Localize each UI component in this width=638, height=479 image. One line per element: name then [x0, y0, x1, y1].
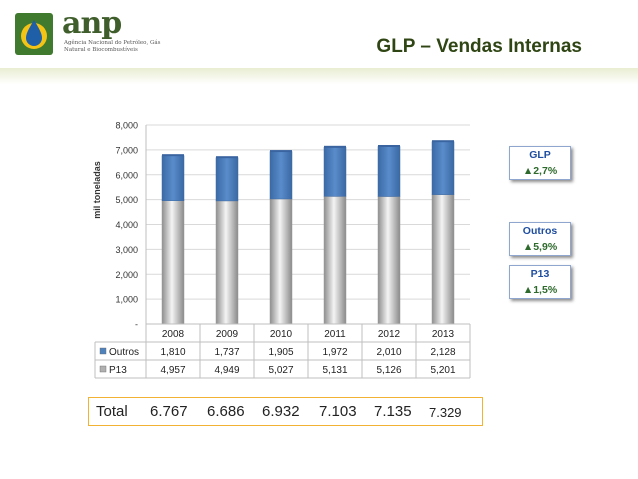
bar-segment-p13 — [215, 200, 239, 325]
y-tick-label: 5,000 — [115, 195, 138, 205]
y-tick-label: 1,000 — [115, 295, 138, 305]
data-label: 1,905 — [268, 347, 293, 358]
bar-segment-outros — [431, 141, 455, 195]
bar-top-cap — [324, 145, 346, 148]
x-category-label: 2010 — [270, 329, 293, 340]
x-category-label: 2012 — [378, 329, 401, 340]
data-label: 1,972 — [322, 347, 347, 358]
page-title: GLP – Vendas Internas — [376, 36, 582, 57]
x-category-label: 2013 — [432, 329, 455, 340]
bar-top-cap — [270, 150, 292, 153]
total-value: 7.103 — [319, 403, 357, 420]
y-tick-label: 6,000 — [115, 170, 138, 180]
badge-outros-value: ▲5,9% — [522, 241, 558, 253]
bar-segment-outros — [215, 157, 239, 202]
bar-segment-p13 — [431, 194, 455, 325]
x-category-label: 2008 — [162, 329, 185, 340]
legend-label-p13: P13 — [109, 365, 127, 376]
logo-wordmark: anp — [62, 6, 122, 41]
y-tick-label: - — [135, 320, 138, 330]
totals-label: Total — [96, 403, 128, 420]
bar-segment-outros — [323, 147, 347, 197]
y-tick-label: 3,000 — [115, 245, 138, 255]
totals-row: Total 6.767 6.686 6.932 7.103 7.135 7.32… — [88, 397, 483, 426]
data-label: 5,131 — [322, 365, 347, 376]
y-tick-label: 8,000 — [115, 121, 138, 131]
data-label: 2,010 — [376, 347, 401, 358]
badge-outros-title: Outros — [522, 225, 558, 237]
total-value: 7.329 — [429, 405, 462, 420]
bar-segment-p13 — [323, 196, 347, 325]
badge-glp-value: ▲2,7% — [522, 165, 558, 177]
bar-segment-p13 — [161, 200, 185, 325]
logo-subtitle: Agência Nacional do Petróleo, Gás Natura… — [64, 40, 161, 53]
y-tick-label: 2,000 — [115, 270, 138, 280]
badge-p13: P13 ▲1,5% — [509, 265, 571, 299]
legend-swatch-outros — [99, 347, 107, 355]
data-label: 1,737 — [214, 347, 239, 358]
data-label: 5,027 — [268, 365, 293, 376]
bar-segment-outros — [269, 151, 293, 200]
legend-swatch-p13 — [99, 365, 107, 373]
x-category-label: 2011 — [324, 329, 346, 340]
y-tick-label: 7,000 — [115, 145, 138, 155]
data-label: 5,201 — [430, 365, 455, 376]
badge-glp: GLP ▲2,7% — [509, 146, 571, 180]
data-label: 2,128 — [430, 347, 455, 358]
anp-drop-icon — [15, 13, 53, 55]
data-label: 4,949 — [214, 365, 239, 376]
bar-segment-p13 — [269, 198, 293, 325]
bar-top-cap — [162, 154, 184, 157]
x-category-label: 2009 — [216, 329, 239, 340]
total-value: 7.135 — [374, 403, 412, 420]
bar-top-cap — [378, 144, 400, 147]
bar-top-cap — [432, 140, 454, 143]
badge-outros: Outros ▲5,9% — [509, 222, 571, 256]
bar-segment-outros — [161, 155, 185, 201]
y-tick-label: 4,000 — [115, 220, 138, 230]
y-axis-title: mil toneladas — [92, 161, 102, 219]
data-label: 4,957 — [160, 365, 185, 376]
total-value: 6.686 — [207, 403, 245, 420]
anp-logo: anp Agência Nacional do Petróleo, Gás Na… — [14, 6, 164, 60]
data-label: 1,810 — [160, 347, 185, 358]
data-label: 5,126 — [376, 365, 401, 376]
bar-segment-p13 — [377, 196, 401, 325]
total-value: 6.767 — [150, 403, 188, 420]
legend-label-outros: Outros — [109, 347, 139, 358]
badge-p13-value: ▲1,5% — [522, 284, 558, 296]
bar-segment-outros — [377, 146, 401, 197]
badge-p13-title: P13 — [530, 268, 550, 280]
total-value: 6.932 — [262, 403, 300, 420]
badge-glp-title: GLP — [529, 149, 551, 161]
bar-top-cap — [216, 156, 238, 159]
header-band — [0, 68, 638, 84]
slide-header: anp Agência Nacional do Petróleo, Gás Na… — [0, 0, 638, 72]
